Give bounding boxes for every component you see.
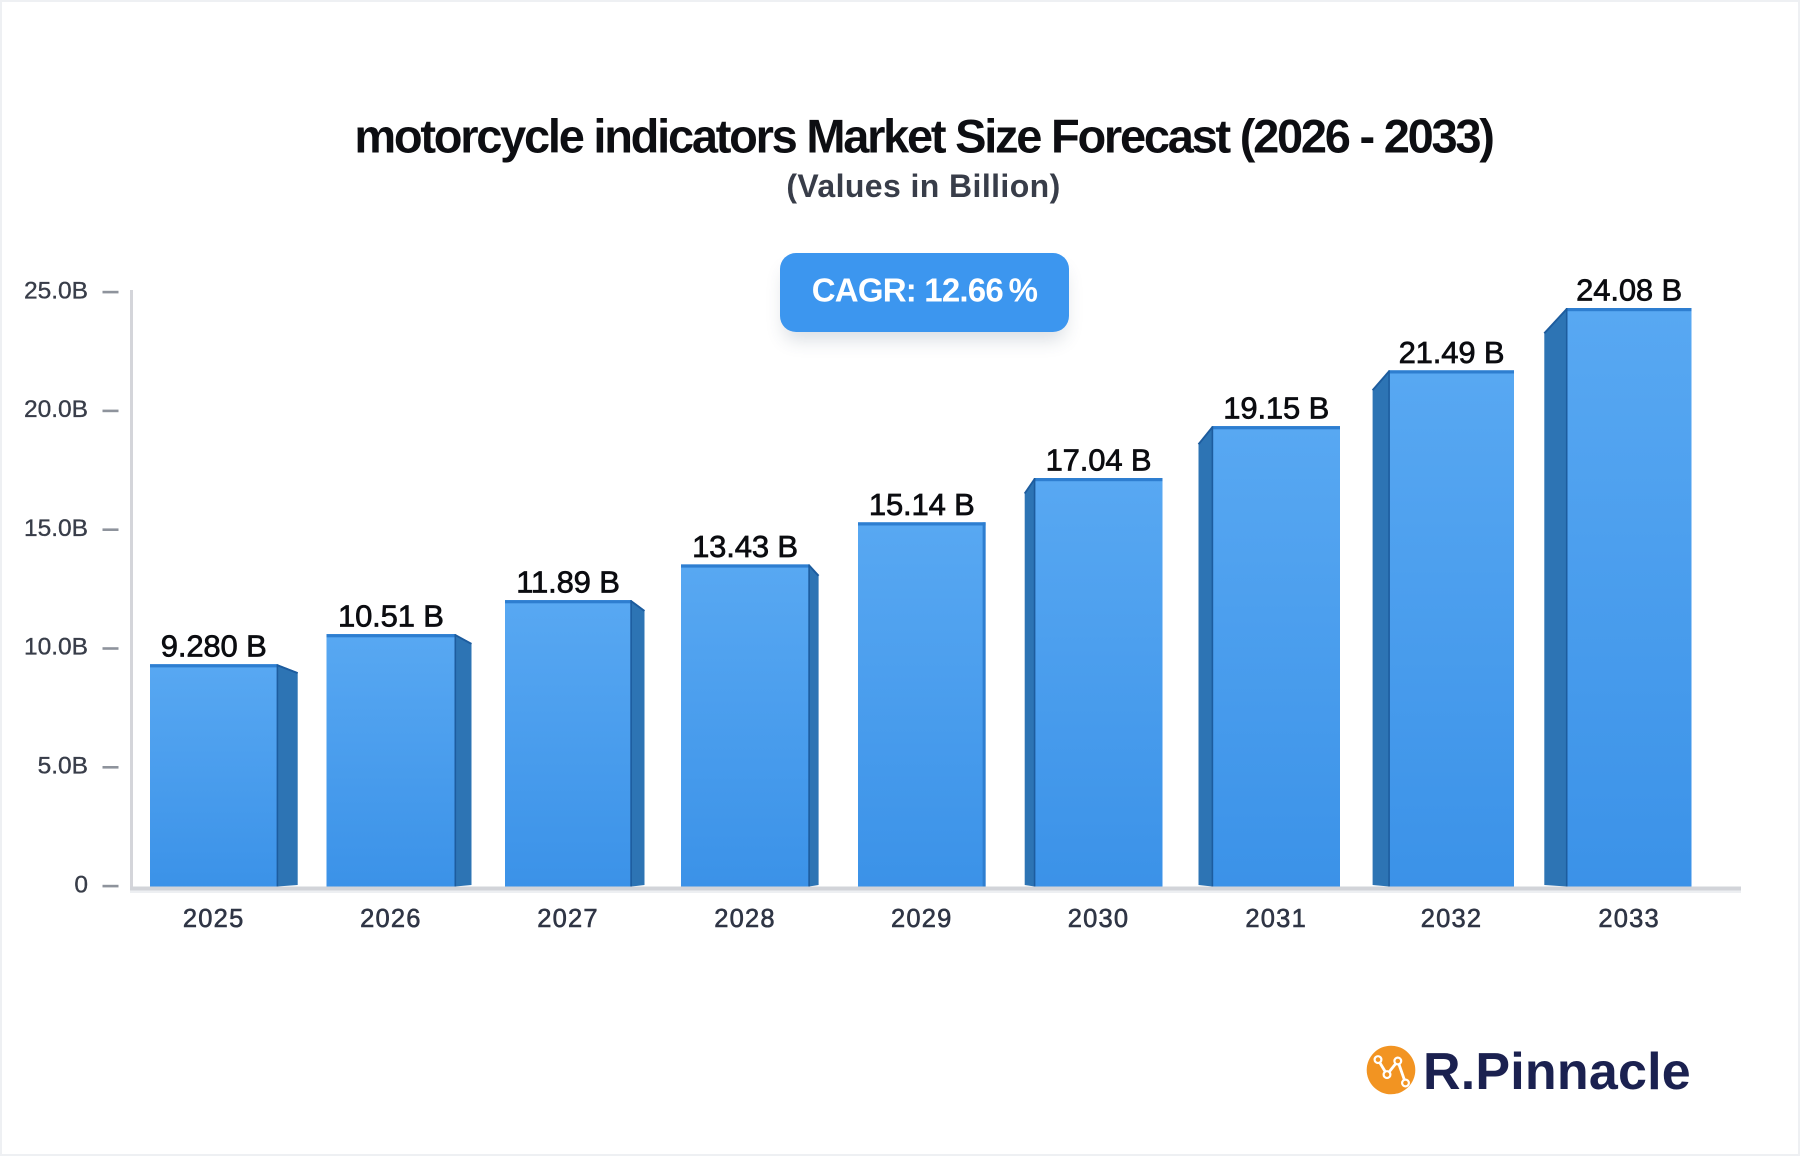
- svg-text:15.14 B: 15.14 B: [869, 487, 975, 522]
- svg-text:9.280 B: 9.280 B: [161, 629, 267, 664]
- svg-text:2027: 2027: [537, 905, 599, 933]
- svg-text:15.0B: 15.0B: [24, 515, 88, 542]
- svg-text:13.43 B: 13.43 B: [692, 529, 798, 564]
- svg-text:20.0B: 20.0B: [24, 396, 88, 423]
- svg-text:0: 0: [74, 871, 88, 898]
- svg-text:2030: 2030: [1068, 905, 1130, 933]
- svg-text:2026: 2026: [360, 905, 422, 933]
- svg-text:10.51 B: 10.51 B: [338, 599, 444, 634]
- svg-text:10.0B: 10.0B: [24, 634, 88, 661]
- svg-text:21.49 B: 21.49 B: [1399, 335, 1505, 370]
- svg-text:24.08 B: 24.08 B: [1576, 273, 1682, 308]
- svg-text:2031: 2031: [1245, 905, 1307, 933]
- svg-text:25.0B: 25.0B: [24, 277, 88, 304]
- svg-text:17.04 B: 17.04 B: [1046, 443, 1152, 478]
- svg-text:11.89 B: 11.89 B: [516, 565, 620, 600]
- svg-text:CAGR: 12.66 %: CAGR: 12.66 %: [812, 272, 1038, 309]
- svg-text:motorcycle indicators Market S: motorcycle indicators Market Size Foreca…: [354, 110, 1493, 163]
- svg-text:5.0B: 5.0B: [38, 753, 88, 780]
- svg-text:R.Pinnacle: R.Pinnacle: [1423, 1043, 1691, 1101]
- svg-text:2029: 2029: [891, 905, 953, 933]
- svg-text:2032: 2032: [1421, 905, 1483, 933]
- svg-text:19.15 B: 19.15 B: [1223, 391, 1329, 426]
- svg-text:2025: 2025: [183, 905, 245, 933]
- svg-text:2033: 2033: [1598, 905, 1660, 933]
- svg-text:(Values in Billion): (Values in Billion): [786, 168, 1060, 204]
- svg-text:2028: 2028: [714, 905, 776, 933]
